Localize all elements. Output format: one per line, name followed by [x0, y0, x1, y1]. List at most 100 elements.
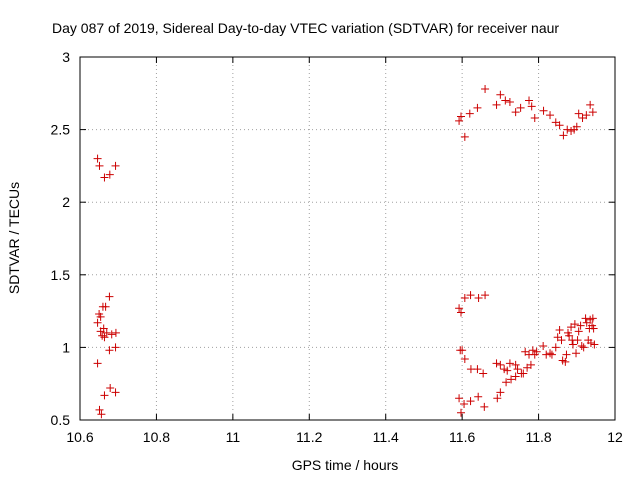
- data-point: [502, 378, 511, 387]
- data-point: [507, 375, 516, 384]
- data-point: [492, 359, 501, 368]
- data-point: [93, 154, 102, 163]
- data-point: [579, 343, 588, 352]
- data-point: [101, 302, 110, 311]
- data-point: [496, 90, 505, 99]
- data-point: [555, 121, 564, 130]
- data-point: [111, 161, 120, 170]
- y-axis-label: SDTVAR / TECUs: [6, 182, 22, 294]
- data-point: [466, 291, 475, 300]
- data-point: [473, 365, 482, 374]
- data-point: [455, 116, 464, 125]
- data-point: [466, 397, 475, 406]
- data-point: [493, 394, 502, 403]
- data-point: [588, 314, 597, 323]
- data-point: [572, 349, 581, 358]
- data-point: [505, 359, 514, 368]
- data-point: [97, 410, 106, 419]
- x-tick-label: 11.2: [296, 429, 322, 445]
- data-point: [460, 400, 469, 409]
- x-tick-label: 11.8: [525, 429, 551, 445]
- chart-title: Day 087 of 2019, Sidereal Day-to-day VTE…: [52, 20, 559, 36]
- data-point: [586, 100, 595, 109]
- x-axis-label: GPS time / hours: [292, 457, 399, 473]
- data-point: [481, 84, 490, 93]
- data-point: [563, 125, 572, 134]
- data-point: [517, 369, 526, 378]
- data-point: [496, 388, 505, 397]
- data-point: [516, 103, 525, 112]
- data-point: [96, 312, 105, 321]
- data-point: [481, 291, 490, 300]
- data-point: [576, 321, 585, 330]
- data-point: [460, 132, 469, 141]
- data-point: [456, 408, 465, 417]
- y-tick-label: 2: [62, 194, 70, 210]
- data-point: [577, 341, 586, 350]
- data-point: [474, 294, 483, 303]
- data-point: [557, 336, 566, 345]
- data-point: [555, 325, 564, 334]
- data-point: [105, 170, 114, 179]
- data-point: [565, 331, 574, 340]
- data-point: [479, 369, 488, 378]
- data-point: [511, 372, 520, 381]
- y-tick-label: 2.5: [51, 122, 71, 138]
- data-point: [505, 98, 514, 107]
- data-point: [111, 343, 120, 352]
- x-tick-label: 10.6: [66, 429, 93, 445]
- data-point: [530, 113, 539, 122]
- data-point: [455, 394, 464, 403]
- data-point: [105, 292, 114, 301]
- data-point: [106, 384, 115, 393]
- data-point: [99, 324, 108, 333]
- data-point: [526, 360, 535, 369]
- data-point: [473, 103, 482, 112]
- data-point: [100, 333, 109, 342]
- data-point: [546, 111, 555, 120]
- x-tick-label: 12: [607, 429, 623, 445]
- data-point: [568, 340, 577, 349]
- data-point: [100, 391, 109, 400]
- data-point: [100, 173, 109, 182]
- data-point: [559, 131, 568, 140]
- x-tick-label: 10.8: [143, 429, 170, 445]
- data-point: [455, 304, 464, 313]
- data-points: [93, 84, 599, 419]
- data-point: [460, 355, 469, 364]
- data-point: [572, 122, 581, 131]
- data-point: [105, 346, 114, 355]
- data-point: [528, 346, 537, 355]
- data-point: [561, 357, 570, 366]
- data-point: [107, 330, 116, 339]
- data-point: [492, 100, 501, 109]
- data-point: [547, 350, 556, 359]
- data-point: [551, 343, 560, 352]
- data-point: [456, 308, 465, 317]
- data-point: [93, 318, 102, 327]
- data-point: [513, 365, 522, 374]
- data-point: [527, 102, 536, 111]
- data-point: [582, 111, 591, 120]
- data-point: [586, 339, 595, 348]
- data-point: [480, 402, 489, 411]
- data-point: [539, 106, 548, 115]
- data-point: [465, 109, 474, 118]
- y-tick-label: 0.5: [51, 412, 71, 428]
- data-point: [546, 349, 555, 358]
- data-point: [95, 405, 104, 414]
- data-point: [95, 161, 104, 170]
- grid-lines: [80, 57, 615, 420]
- data-point: [532, 347, 541, 356]
- data-point: [501, 96, 510, 105]
- plot-border: [79, 56, 616, 421]
- data-point: [111, 328, 120, 337]
- data-point: [588, 108, 597, 117]
- data-point: [496, 360, 505, 369]
- data-point: [511, 360, 520, 369]
- data-point: [573, 336, 582, 345]
- data-point: [456, 112, 465, 121]
- data-point: [93, 359, 102, 368]
- data-point: [589, 324, 598, 333]
